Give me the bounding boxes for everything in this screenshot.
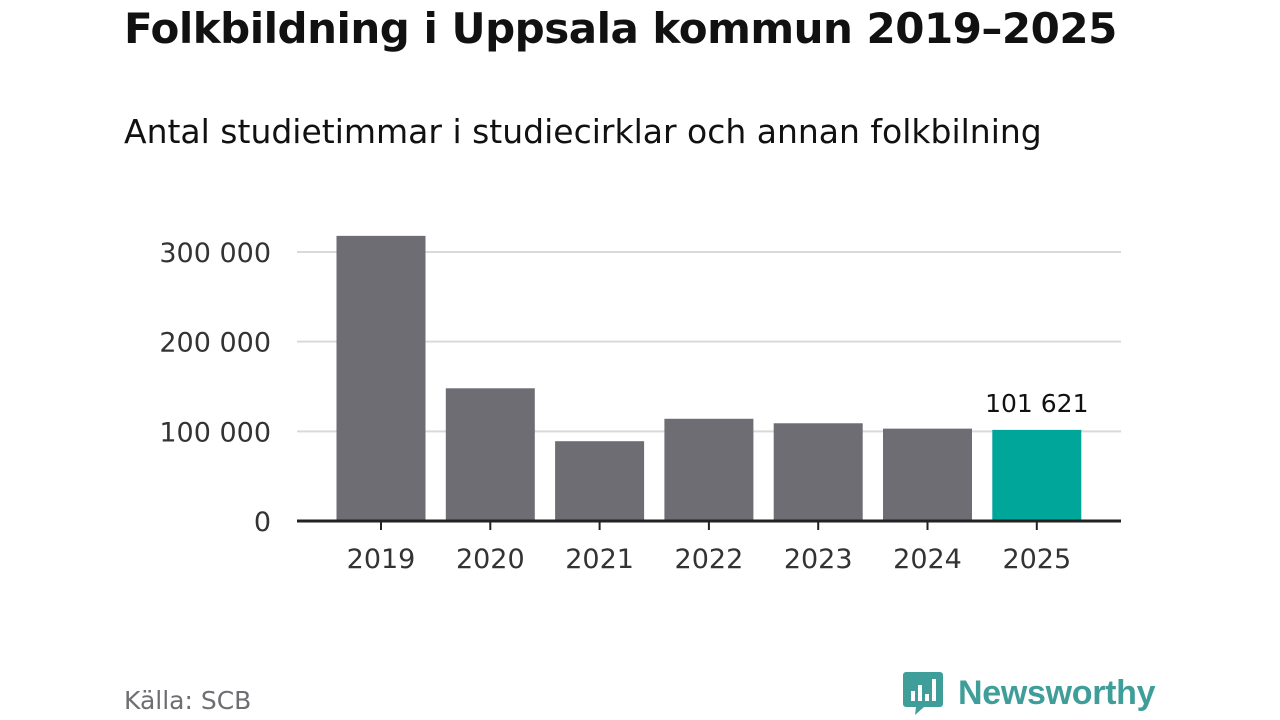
bar-2020 (445, 388, 535, 521)
brand-name: Newsworthy (958, 673, 1156, 712)
x-tick-label: 2025 (1002, 544, 1071, 575)
bar-chart: 0 100 000 200 000 300 000 2019 2020 2021 2022 20… (159, 235, 1121, 575)
x-tick-label: 2020 (456, 544, 525, 575)
source-note: Källa: SCB (124, 686, 252, 715)
bar-2021 (555, 441, 645, 521)
x-tick-label: 2024 (893, 544, 962, 575)
y-tick-label: 100 000 (159, 417, 271, 448)
y-tick-label: 0 (254, 507, 271, 538)
data-label-2025: 101 621 (985, 389, 1088, 418)
brand-logo: Newsworthy (902, 670, 1156, 716)
newsworthy-logo-icon (903, 672, 943, 715)
chart-title: Folkbildning i Uppsala kommun 2019–2025 (124, 4, 1117, 53)
bar-2023 (773, 423, 863, 521)
bar-2025 (992, 429, 1082, 521)
chart-subtitle: Antal studietimmar i studiecirklar och a… (124, 112, 1042, 151)
x-tick-label: 2022 (675, 544, 744, 575)
y-tick-label: 200 000 (159, 328, 271, 359)
x-tick-label: 2023 (784, 544, 853, 575)
y-tick-label: 300 000 (159, 238, 271, 269)
bar-2024 (883, 428, 972, 521)
x-tick-label: 2019 (347, 544, 416, 575)
bar-2022 (664, 418, 754, 521)
bar-2019 (336, 235, 426, 522)
x-tick-label: 2021 (565, 544, 634, 575)
